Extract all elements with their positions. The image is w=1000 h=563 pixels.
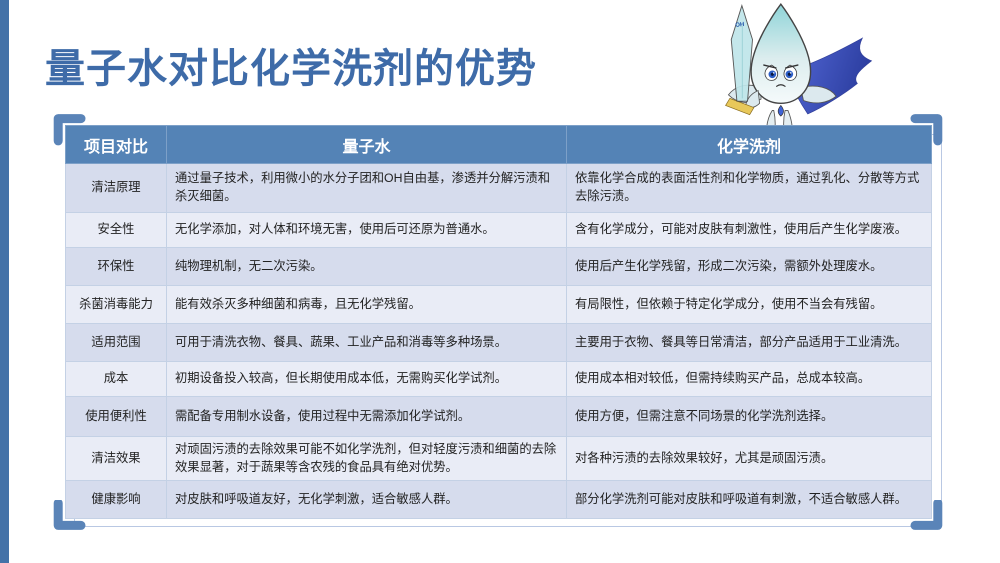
svg-text:OH: OH [735,22,745,29]
